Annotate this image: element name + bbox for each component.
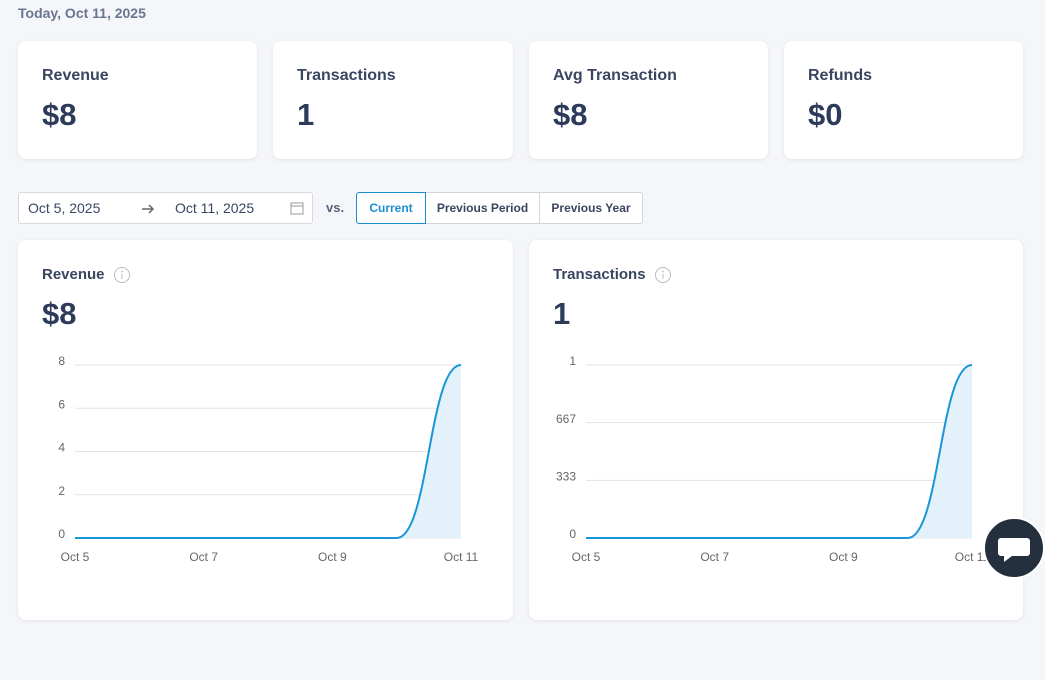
stat-value: $8 <box>553 97 588 132</box>
chart-title: Transactions <box>553 266 646 283</box>
y-tick-label: 8 <box>58 354 65 368</box>
page: Today, Oct 11, 2025 Revenue $8 Transacti… <box>18 5 1045 580</box>
y-tick-label: 1 <box>569 354 576 368</box>
stat-value: $0 <box>808 97 843 132</box>
stat-label: Transactions <box>297 67 396 84</box>
stat-value: $8 <box>42 97 77 132</box>
stat-label: Refunds <box>808 67 872 84</box>
line <box>585 364 973 539</box>
area-fill <box>586 365 972 538</box>
chart-total: 1 <box>553 296 571 331</box>
previous-period-button[interactable]: Previous Period <box>425 192 540 224</box>
y-tick-label: 0 <box>569 527 576 541</box>
chart-total: $8 <box>42 296 77 331</box>
y-tick-label: 0 <box>58 527 65 541</box>
x-tick-label: Oct 5 <box>61 550 90 564</box>
arrow-icon <box>142 204 155 214</box>
chart-title: Revenue <box>42 266 105 283</box>
x-tick-label: Oct 9 <box>318 550 347 564</box>
x-tick-label: Oct 11 <box>444 550 479 564</box>
x-tick-label: Oct 9 <box>829 550 858 564</box>
x-tick-label: Oct 7 <box>189 550 218 564</box>
stat-label: Avg Transaction <box>553 67 677 84</box>
stat-value: 1 <box>297 97 315 132</box>
stat-card: Transactions 1 <box>273 41 513 159</box>
previous-year-button[interactable]: Previous Year <box>539 192 643 224</box>
info-icon[interactable] <box>654 266 672 284</box>
date-range[interactable]: Oct 5, 2025 Oct 11, 2025 <box>18 192 313 224</box>
y-tick-label: 2 <box>58 484 65 498</box>
chart: 0 2 4 6 8 Oct 5 Oct 7 Oct 9 Oct 11 <box>58 354 479 564</box>
calendar-icon[interactable] <box>290 201 304 215</box>
x-tick-label: Oct 7 <box>700 550 729 564</box>
x-tick-label: Oct 5 <box>572 550 601 564</box>
chat-button[interactable] <box>982 516 1045 580</box>
end-date[interactable]: Oct 11, 2025 <box>175 200 255 216</box>
y-tick-label: 667 <box>556 412 576 426</box>
area-fill <box>75 365 461 538</box>
info-icon[interactable] <box>113 266 131 284</box>
y-tick-label: 4 <box>58 441 65 455</box>
stat-card: Revenue $8 <box>18 41 257 159</box>
start-date[interactable]: Oct 5, 2025 <box>28 200 101 216</box>
stat-card: Refunds $0 <box>784 41 1023 159</box>
chart: 0 333 667 1 Oct 5 Oct 7 Oct 9 Oct 11 <box>556 354 990 564</box>
y-tick-label: 6 <box>58 397 65 411</box>
x-tick-label: Oct 11 <box>955 550 990 564</box>
chart-card: Revenue $8 0 2 4 6 8 Oct 5 Oct 7 Oct 9 Oct 11 <box>18 240 513 620</box>
chart-card: Transactions 1 0 333 667 1 Oct 5 Oct 7 Oct 9 Oct … <box>529 240 1023 620</box>
stat-card: Avg Transaction $8 <box>529 41 768 159</box>
stat-label: Revenue <box>42 67 109 84</box>
line <box>74 364 462 539</box>
y-tick-label: 333 <box>556 470 576 484</box>
date: Today, Oct 11, 2025 <box>18 5 146 21</box>
current-button[interactable]: Current <box>356 192 426 224</box>
vs-label: vs. <box>326 200 345 215</box>
